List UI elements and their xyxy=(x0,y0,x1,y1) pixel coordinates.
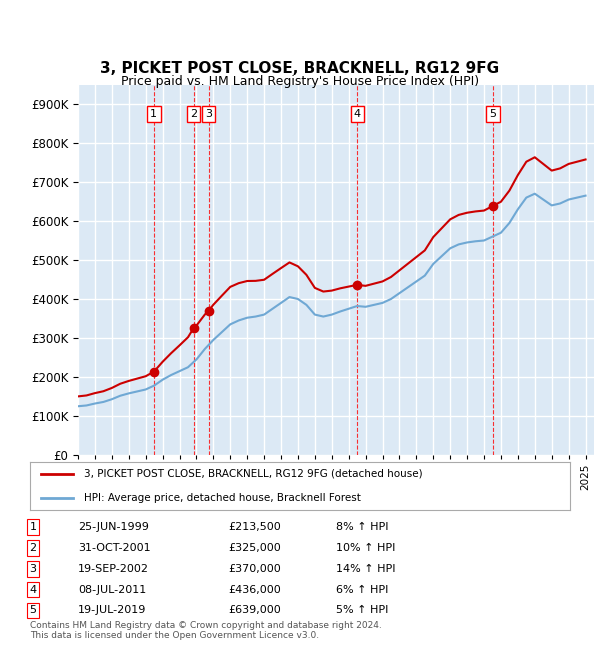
Text: 6% ↑ HPI: 6% ↑ HPI xyxy=(336,584,388,595)
Text: 19-JUL-2019: 19-JUL-2019 xyxy=(78,605,146,616)
Text: 4: 4 xyxy=(29,584,37,595)
Text: 31-OCT-2001: 31-OCT-2001 xyxy=(78,543,151,553)
Text: £213,500: £213,500 xyxy=(228,522,281,532)
Text: 2: 2 xyxy=(29,543,37,553)
Text: 5: 5 xyxy=(490,109,497,119)
Text: Price paid vs. HM Land Registry's House Price Index (HPI): Price paid vs. HM Land Registry's House … xyxy=(121,75,479,88)
Text: 4: 4 xyxy=(354,109,361,119)
Text: £370,000: £370,000 xyxy=(228,564,281,574)
Text: 1: 1 xyxy=(150,109,157,119)
Text: 08-JUL-2011: 08-JUL-2011 xyxy=(78,584,146,595)
Text: Contains HM Land Registry data © Crown copyright and database right 2024.
This d: Contains HM Land Registry data © Crown c… xyxy=(30,621,382,640)
Text: 19-SEP-2002: 19-SEP-2002 xyxy=(78,564,149,574)
Text: 1: 1 xyxy=(29,522,37,532)
Text: 3: 3 xyxy=(29,564,37,574)
Text: 3, PICKET POST CLOSE, BRACKNELL, RG12 9FG (detached house): 3, PICKET POST CLOSE, BRACKNELL, RG12 9F… xyxy=(84,469,422,478)
Text: £325,000: £325,000 xyxy=(228,543,281,553)
Text: £639,000: £639,000 xyxy=(228,605,281,616)
Text: 8% ↑ HPI: 8% ↑ HPI xyxy=(336,522,389,532)
Text: 3, PICKET POST CLOSE, BRACKNELL, RG12 9FG: 3, PICKET POST CLOSE, BRACKNELL, RG12 9F… xyxy=(100,60,500,76)
Text: 5% ↑ HPI: 5% ↑ HPI xyxy=(336,605,388,616)
Text: 10% ↑ HPI: 10% ↑ HPI xyxy=(336,543,395,553)
Text: 3: 3 xyxy=(205,109,212,119)
Text: 5: 5 xyxy=(29,605,37,616)
Text: HPI: Average price, detached house, Bracknell Forest: HPI: Average price, detached house, Brac… xyxy=(84,493,361,503)
Text: 14% ↑ HPI: 14% ↑ HPI xyxy=(336,564,395,574)
Text: 2: 2 xyxy=(190,109,197,119)
Text: 25-JUN-1999: 25-JUN-1999 xyxy=(78,522,149,532)
Text: £436,000: £436,000 xyxy=(228,584,281,595)
